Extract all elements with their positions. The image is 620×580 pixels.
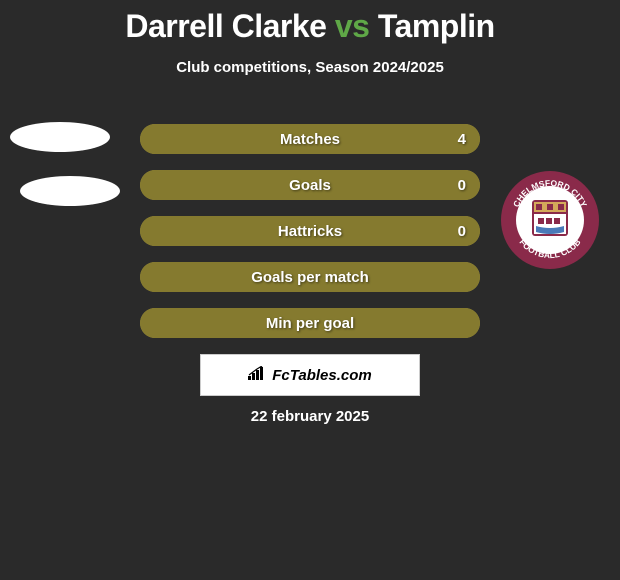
vs-text: vs <box>335 8 370 44</box>
page-title: Darrell Clarke vs Tamplin <box>0 0 620 45</box>
player2-name: Tamplin <box>378 8 495 44</box>
bar-right-val: 0 <box>458 223 466 240</box>
bar-goals-per-match: Goals per match <box>140 262 480 292</box>
bar-label: Goals <box>289 177 331 194</box>
placeholder-oval-1 <box>10 122 110 152</box>
bar-label: Matches <box>280 131 340 148</box>
bar-label: Hattricks <box>278 223 342 240</box>
bar-label: Goals per match <box>251 269 369 286</box>
player1-name: Darrell Clarke <box>125 8 326 44</box>
date-text: 22 february 2025 <box>0 408 620 425</box>
chart-icon <box>248 366 266 385</box>
bar-label: Min per goal <box>266 315 354 332</box>
subtitle: Club competitions, Season 2024/2025 <box>0 59 620 76</box>
bar-goals: Goals 0 <box>140 170 480 200</box>
attribution-box: FcTables.com <box>200 354 420 396</box>
bar-min-per-goal: Min per goal <box>140 308 480 338</box>
bar-right-val: 0 <box>458 177 466 194</box>
bar-right-val: 4 <box>458 131 466 148</box>
bar-matches: Matches 4 <box>140 124 480 154</box>
club-badge-right: CHELMSFORD CITY FOOTBALL CLUB <box>500 170 600 270</box>
stats-bars: Matches 4 Goals 0 Hattricks 0 Goals per … <box>140 124 480 354</box>
bar-hattricks: Hattricks 0 <box>140 216 480 246</box>
placeholder-oval-2 <box>20 176 120 206</box>
attribution-text: FcTables.com <box>272 367 371 384</box>
